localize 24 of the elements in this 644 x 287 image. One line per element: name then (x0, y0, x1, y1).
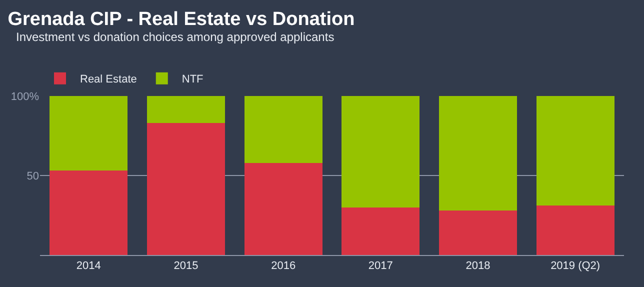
bar (147, 96, 225, 124)
bar (342, 207, 420, 255)
bar (536, 206, 614, 255)
bar (50, 170, 128, 255)
x-tick-label: 2016 (271, 260, 296, 272)
x-tick-label: 2015 (174, 260, 198, 272)
chart-subtitle: Investment vs donation choices among approved applicants (16, 30, 334, 44)
legend-label: NTF (182, 74, 204, 86)
y-tick-label: 50 (26, 170, 39, 182)
bar (439, 96, 517, 210)
bar (50, 96, 128, 171)
bar (342, 96, 420, 208)
chart-title: Grenada CIP - Real Estate vs Donation (8, 8, 355, 30)
x-tick-label: 2017 (368, 260, 393, 272)
bar (244, 162, 322, 255)
x-tick-label: 2019 (Q2) (550, 260, 600, 272)
bar (147, 123, 225, 255)
bar (439, 210, 517, 255)
x-tick-label: 2018 (466, 260, 490, 272)
legend-label: Real Estate (80, 74, 137, 86)
y-tick-label: 100% (10, 90, 40, 103)
bar (536, 96, 614, 206)
bar (244, 96, 322, 163)
x-tick-label: 2014 (76, 260, 101, 272)
